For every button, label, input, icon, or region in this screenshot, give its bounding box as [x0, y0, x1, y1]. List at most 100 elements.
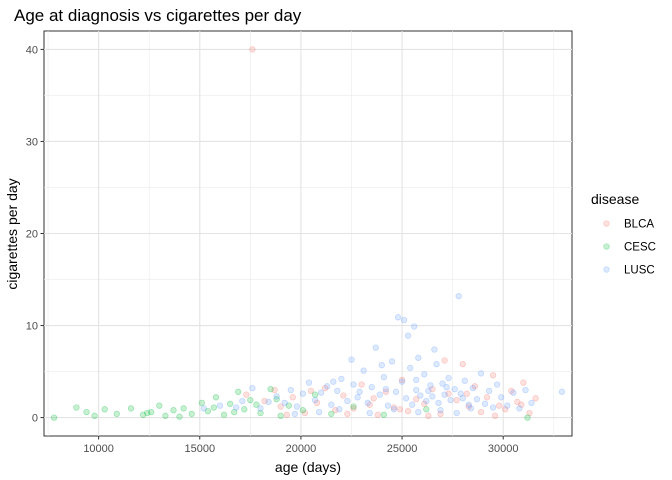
- data-point-cesc: [311, 391, 319, 398]
- data-point-cesc: [253, 401, 260, 408]
- data-point-blca: [271, 386, 278, 394]
- data-point-lusc: [344, 397, 351, 405]
- legend-symbol: [603, 266, 610, 273]
- data-point-lusc: [485, 387, 493, 395]
- data-point-lusc: [465, 401, 472, 408]
- data-point-cesc: [273, 396, 280, 403]
- data-point-lusc: [376, 391, 383, 398]
- data-point-lusc: [411, 323, 418, 330]
- data-point-lusc: [281, 399, 288, 407]
- data-point-lusc: [435, 399, 442, 407]
- data-point-cesc: [91, 412, 98, 419]
- data-point-lusc: [429, 393, 436, 400]
- data-point-blca: [483, 394, 491, 401]
- data-point-lusc: [305, 379, 313, 386]
- data-point-lusc: [457, 390, 464, 397]
- data-point-lusc: [364, 399, 371, 407]
- data-point-lusc: [354, 394, 361, 401]
- data-point-lusc: [388, 358, 396, 365]
- legend-label: LUSC: [624, 265, 655, 277]
- legend-key: [598, 238, 615, 255]
- data-point-blca: [307, 387, 315, 395]
- data-point-lusc: [498, 394, 505, 401]
- data-point-lusc: [372, 344, 379, 351]
- data-point-lusc: [415, 408, 422, 416]
- data-point-blca: [370, 395, 377, 402]
- data-point-cesc: [328, 410, 335, 418]
- data-point-cesc: [231, 408, 238, 416]
- minor-gridlines: [44, 31, 572, 436]
- x-tick-label: 20000: [286, 443, 317, 455]
- data-point-cesc: [144, 409, 151, 417]
- data-point-cesc: [220, 411, 228, 418]
- data-point-blca: [344, 410, 351, 418]
- legend-item-lusc: LUSC: [598, 261, 655, 278]
- data-point-lusc: [409, 401, 416, 408]
- data-point-lusc: [453, 409, 460, 417]
- data-point-lusc: [315, 408, 323, 416]
- data-point-cesc: [127, 405, 135, 412]
- data-point-blca: [398, 376, 406, 384]
- data-point-lusc: [451, 385, 458, 393]
- data-point-lusc: [336, 406, 343, 413]
- data-point-lusc: [447, 396, 454, 404]
- major-gridlines: [44, 31, 572, 436]
- data-point-blca: [532, 395, 539, 402]
- data-point-blca: [261, 397, 268, 405]
- data-point-blca: [413, 396, 420, 403]
- data-point-lusc: [413, 386, 420, 394]
- data-point-blca: [421, 400, 428, 407]
- legend-symbol: [603, 243, 610, 250]
- data-point-lusc: [390, 406, 398, 413]
- data-point-lusc: [334, 387, 341, 395]
- data-point-cesc: [212, 394, 220, 401]
- data-point-lusc: [404, 332, 412, 339]
- series-lusc: [200, 292, 566, 418]
- data-point-blca: [459, 361, 466, 368]
- data-point-lusc: [400, 316, 408, 324]
- data-point-cesc: [267, 385, 274, 393]
- legend-label: BLCA: [624, 219, 654, 231]
- data-point-blca: [491, 412, 499, 419]
- data-point-blca: [514, 398, 521, 406]
- data-point-blca: [283, 411, 290, 418]
- data-point-blca: [289, 394, 296, 401]
- data-point-lusc: [402, 395, 410, 402]
- x-tick-label: 25000: [387, 443, 418, 455]
- data-point-lusc: [481, 400, 489, 407]
- data-point-blca: [502, 406, 509, 413]
- data-point-blca: [437, 410, 444, 418]
- data-point-lusc: [425, 387, 432, 395]
- data-point-lusc: [200, 405, 207, 412]
- data-point-cesc: [204, 407, 212, 415]
- chart-title: Age at diagnosis vs cigarettes per day: [14, 6, 302, 25]
- data-point-lusc: [455, 292, 462, 300]
- data-point-lusc: [239, 397, 246, 405]
- y-tick-label: 0: [32, 413, 38, 425]
- data-point-blca: [441, 357, 448, 364]
- data-point-blca: [382, 388, 390, 395]
- legend-title: disease: [591, 191, 639, 207]
- legend-key: [598, 215, 615, 232]
- data-point-lusc: [356, 388, 363, 395]
- data-point-lusc: [558, 388, 566, 395]
- data-point-cesc: [50, 414, 58, 421]
- data-point-lusc: [445, 374, 452, 382]
- plot-panel: [43, 30, 573, 437]
- data-point-lusc: [257, 405, 264, 412]
- data-point-lusc: [421, 371, 428, 378]
- data-point-blca: [429, 385, 436, 393]
- data-point-lusc: [348, 356, 355, 363]
- data-point-blca: [350, 405, 357, 412]
- data-point-cesc: [176, 413, 183, 420]
- data-point-cesc: [162, 412, 169, 419]
- data-point-lusc: [528, 399, 535, 407]
- series-blca: [243, 46, 539, 419]
- data-point-cesc: [73, 404, 80, 411]
- data-point-lusc: [311, 396, 319, 404]
- data-point-blca: [322, 384, 329, 392]
- data-point-blca: [520, 379, 527, 386]
- x-tick-label: 15000: [184, 443, 215, 455]
- data-point-lusc: [338, 375, 345, 383]
